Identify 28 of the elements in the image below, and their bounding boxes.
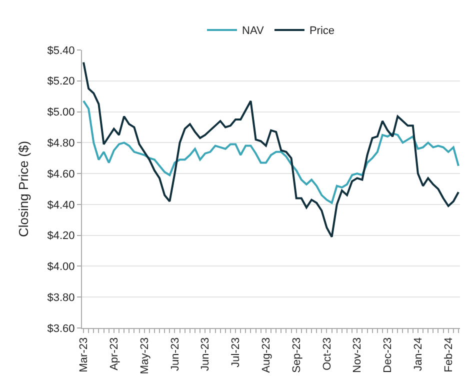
x-tick-label: May-23 [138,337,151,374]
y-tick-label: $5.40 [47,44,75,57]
y-axis-title: Closing Price ($) [16,140,32,238]
y-tick-label: $3.80 [47,292,75,304]
x-tick-label: Mar-23 [78,337,90,372]
y-tick-label: $4.00 [47,261,75,274]
x-tick-label: Jun-23 [200,337,212,372]
x-tick-label: Nov-23 [352,337,364,373]
y-tick-label: $5.00 [47,106,75,119]
legend-label: NAV [242,25,264,38]
y-tick-label: $4.20 [47,230,75,242]
y-tick-label: $4.60 [47,168,75,180]
y-tick-label: $4.40 [47,199,75,212]
y-tick-label: $5.20 [47,76,75,88]
y-tick-label: $4.80 [47,138,75,150]
line-series [82,61,460,238]
x-tick-label: Sep-23 [290,337,303,373]
x-tick-label: Feb-24 [442,337,455,372]
x-tick-label: Jul-23 [230,337,242,368]
legend-label: Price [309,25,335,38]
x-tick-label: Apr-23 [108,337,120,370]
x-tick-label: Jan-24 [412,337,425,372]
y-tick-label: $3.60 [47,322,75,335]
x-tick-label: Aug-23 [260,337,273,373]
x-tick-label: Oct-23 [321,337,334,370]
x-tick-label: Jun-23 [169,337,182,372]
x-tick-label: Dec-23 [382,337,394,373]
line-series [82,100,460,204]
